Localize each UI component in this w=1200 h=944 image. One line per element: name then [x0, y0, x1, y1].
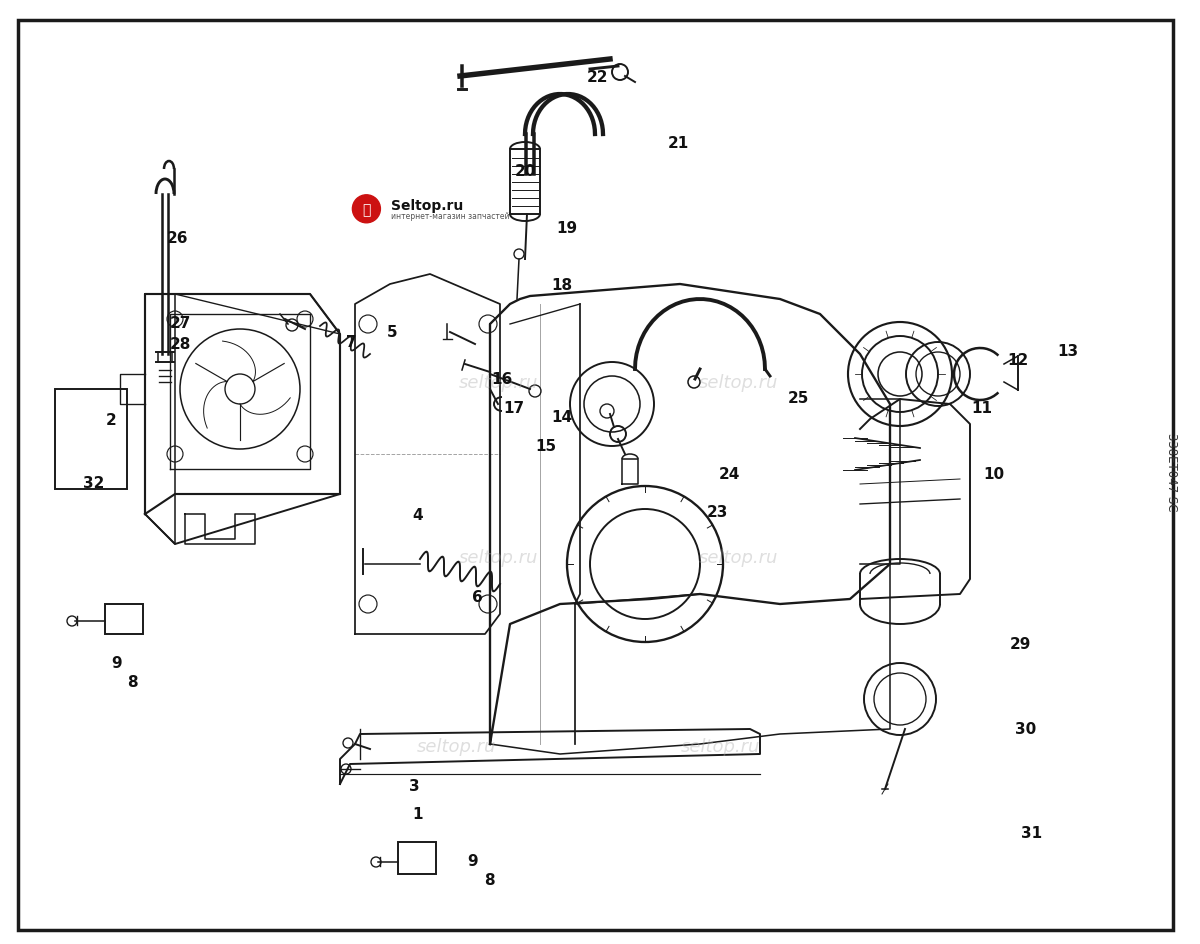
Text: интернет-магазин запчастей: интернет-магазин запчастей — [391, 212, 510, 221]
Text: 17: 17 — [503, 400, 524, 415]
Text: 30: 30 — [1015, 721, 1037, 736]
Text: 3: 3 — [409, 778, 419, 793]
Text: 23: 23 — [707, 504, 728, 519]
Text: 7: 7 — [347, 334, 356, 349]
Text: 19: 19 — [556, 221, 577, 236]
Text: seltop.ru: seltop.ru — [698, 373, 778, 392]
Text: seltop.ru: seltop.ru — [458, 548, 538, 566]
Text: ✊: ✊ — [362, 203, 371, 216]
Text: 2: 2 — [107, 413, 116, 428]
Text: 8: 8 — [485, 872, 494, 887]
Text: 15: 15 — [535, 438, 557, 453]
Bar — [55, 390, 127, 490]
Text: 4: 4 — [413, 507, 422, 522]
Text: 11: 11 — [971, 400, 992, 415]
Text: seltop.ru: seltop.ru — [680, 736, 760, 755]
Text: 21: 21 — [667, 136, 689, 151]
Text: 9: 9 — [112, 655, 121, 670]
Text: 1: 1 — [413, 806, 422, 821]
Text: 31: 31 — [1021, 825, 1043, 840]
Text: 338ET047 SC: 338ET047 SC — [1165, 432, 1177, 512]
Text: 29: 29 — [1009, 636, 1031, 651]
Text: 8: 8 — [127, 674, 137, 689]
Text: 25: 25 — [787, 391, 809, 406]
Text: 16: 16 — [491, 372, 512, 387]
Text: 13: 13 — [1057, 344, 1079, 359]
Text: 5: 5 — [388, 325, 397, 340]
Circle shape — [353, 195, 380, 224]
Text: 20: 20 — [515, 164, 536, 179]
Text: 28: 28 — [169, 337, 191, 352]
Text: 9: 9 — [468, 853, 478, 868]
Text: seltop.ru: seltop.ru — [698, 548, 778, 566]
Text: 27: 27 — [169, 315, 191, 330]
Text: 12: 12 — [1007, 353, 1028, 368]
Text: 6: 6 — [473, 589, 482, 604]
Text: seltop.ru: seltop.ru — [416, 736, 496, 755]
Text: 26: 26 — [167, 230, 188, 245]
Text: 14: 14 — [551, 410, 572, 425]
Text: 10: 10 — [983, 466, 1004, 481]
Bar — [398, 842, 436, 874]
Bar — [106, 604, 143, 634]
Text: 32: 32 — [83, 476, 104, 491]
Text: 22: 22 — [587, 70, 608, 85]
Text: Seltop.ru: Seltop.ru — [391, 198, 463, 212]
Text: 24: 24 — [719, 466, 740, 481]
Text: seltop.ru: seltop.ru — [458, 373, 538, 392]
Text: 18: 18 — [551, 278, 572, 293]
